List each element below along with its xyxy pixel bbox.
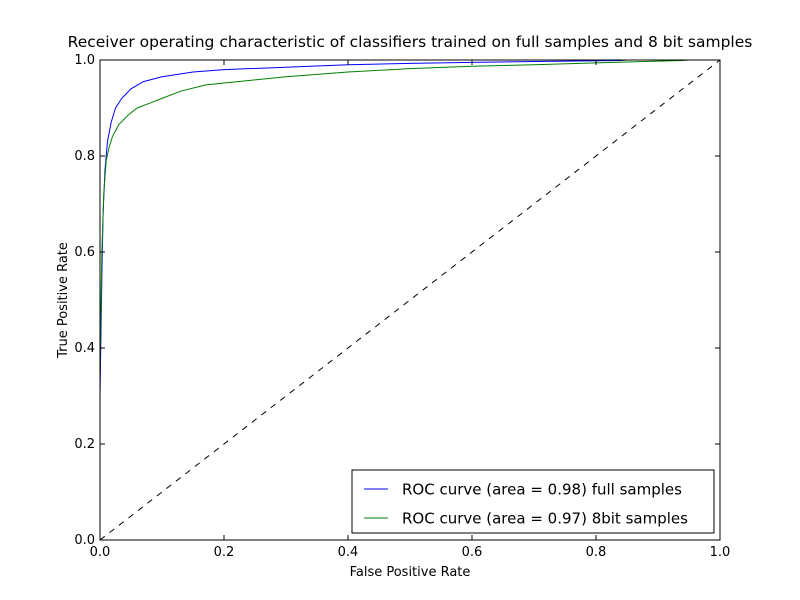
legend-label-full-samples: ROC curve (area = 0.98) full samples [402, 481, 682, 499]
legend: ROC curve (area = 0.98) full samples ROC… [351, 469, 715, 534]
y-tick-label: 0.0 [74, 533, 95, 548]
legend-box [351, 469, 715, 534]
y-axis-label: True Positive Rate [56, 242, 71, 359]
x-axis-ticks: 0.0 0.2 0.4 0.6 0.8 1.0 [90, 60, 731, 560]
y-tick-label: 0.6 [74, 245, 95, 260]
x-tick-label: 0.2 [214, 545, 235, 560]
x-tick-label: 0.4 [338, 545, 359, 560]
y-tick-label: 0.4 [74, 341, 95, 356]
y-tick-label: 0.2 [74, 437, 95, 452]
y-tick-label: 1.0 [74, 53, 95, 68]
chart-title: Receiver operating characteristic of cla… [68, 33, 753, 51]
y-tick-label: 0.8 [74, 149, 95, 164]
x-axis-label: False Positive Rate [350, 565, 471, 580]
x-tick-label: 0.0 [90, 545, 111, 560]
y-axis-ticks: 0.0 0.2 0.4 0.6 0.8 1.0 [74, 53, 720, 548]
roc-series-line-1 [99, 59, 720, 540]
legend-label-8bit-samples: ROC curve (area = 0.97) 8bit samples [402, 510, 688, 528]
x-tick-label: 0.8 [586, 545, 607, 560]
plot-frame [99, 59, 721, 541]
series-layer [99, 59, 721, 541]
plot-area [100, 60, 720, 540]
x-tick-label: 1.0 [710, 545, 731, 560]
x-tick-label: 0.6 [462, 545, 483, 560]
chance-diagonal-line [99, 59, 721, 541]
